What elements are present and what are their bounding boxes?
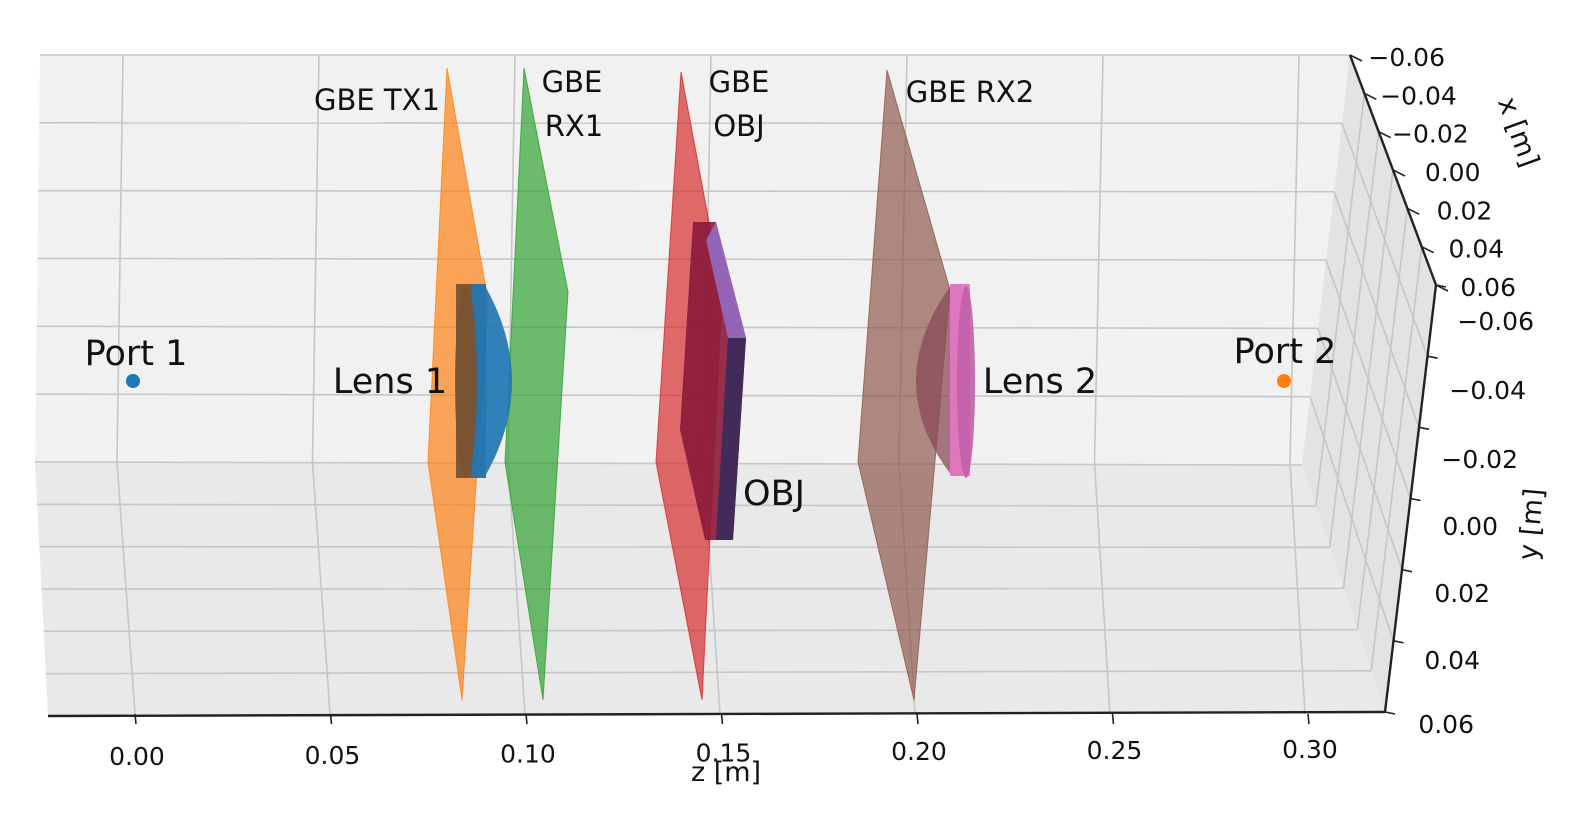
object-label: OBJ (743, 474, 805, 514)
plane-label: GBE TX1 (314, 83, 440, 117)
x-tick-mark (1421, 245, 1435, 254)
z-tick-mark (916, 713, 919, 725)
z-axis-label: z [m] (691, 757, 761, 788)
grid-line (1325, 259, 1412, 499)
port-marker (126, 374, 140, 388)
port-label: Port 1 (85, 334, 188, 374)
y-tick-label: −0.02 (1441, 445, 1518, 474)
z-tick-mark (525, 713, 528, 725)
y-tick-label: 0.00 (1442, 512, 1498, 541)
grid-line (1093, 54, 1111, 715)
z-tick-mark (1111, 713, 1115, 725)
y-tick-label: 0.02 (1434, 579, 1490, 608)
y-tick-mark (1410, 497, 1421, 502)
obj-box-top (706, 222, 746, 338)
y-tick-label: −0.04 (1449, 376, 1526, 405)
x-tick-label: 0.02 (1437, 196, 1493, 225)
y-tick-mark (1418, 426, 1430, 431)
x-tick-mark (1349, 54, 1363, 62)
grid-line (45, 670, 1372, 675)
x-tick-label: −0.02 (1392, 120, 1469, 149)
lens-1-surface (472, 284, 512, 478)
y-tick-label: 0.04 (1424, 646, 1480, 675)
axis-ticks: 0.00 0.05 0.10 0.15 0.20 0.25 0.30 z [m] −0.06 −0… (109, 43, 1550, 788)
port-label: Port 2 (1234, 332, 1337, 372)
x-tick-label: 0.06 (1460, 273, 1516, 302)
grid-line (1289, 54, 1306, 715)
y-tick-mark (1435, 284, 1447, 288)
z-tick-label: 0.10 (500, 740, 556, 769)
plane-label: GBE RX2 (906, 75, 1034, 109)
object-label: Lens 2 (983, 362, 1097, 402)
x-tick-mark (1392, 169, 1406, 177)
plane-label: GBE (542, 65, 603, 99)
x-tick-mark (1378, 130, 1392, 139)
grid-line (1317, 328, 1403, 570)
lens-1-face (455, 286, 477, 478)
y-tick-mark (1401, 568, 1413, 573)
plane-label: GBE (709, 65, 770, 99)
gbe-plane (857, 69, 951, 701)
y-tick-mark (1393, 640, 1404, 644)
y-tick-mark (1427, 355, 1438, 359)
z-tick-label: 0.15 (696, 738, 752, 767)
x-tick-label: −0.06 (1368, 43, 1445, 72)
x-tick-mark (1363, 92, 1377, 101)
z-tick-mark (329, 713, 333, 725)
grid-line (1309, 396, 1395, 642)
z-axis-line (47, 710, 1386, 718)
scene-labels: Port 1 Port 2 Lens 1 OBJ Lens 2 GBE TX1 GBE RX1… (85, 65, 1337, 514)
lens-2-face (957, 286, 975, 478)
port-marker (1277, 374, 1291, 388)
gbe-plane (504, 67, 569, 701)
z-tick-label: 0.00 (109, 742, 165, 771)
z-tick-mark (1307, 713, 1310, 725)
grid-line (116, 54, 136, 715)
plane-label: OBJ (713, 109, 764, 143)
object-label: Lens 1 (333, 362, 447, 402)
plane-label: RX1 (545, 109, 603, 143)
z-tick-label: 0.20 (891, 737, 947, 766)
grid-line (1341, 123, 1429, 357)
y-axis-label: y [m] (1513, 487, 1550, 561)
x-tick-label: −0.04 (1380, 81, 1457, 110)
x-axis-label: x [m] (1491, 93, 1545, 171)
x-tick-label: 0.04 (1448, 235, 1504, 264)
grid-line (311, 54, 331, 715)
z-tick-label: 0.05 (305, 741, 361, 770)
scene-objects (126, 67, 1291, 701)
z-tick-label: 0.30 (1282, 735, 1338, 764)
z-tick-mark (134, 713, 137, 725)
z-tick-mark (720, 713, 724, 725)
grid-line (1333, 191, 1420, 428)
x-tick-label: 0.00 (1425, 158, 1481, 187)
obj-box-side (716, 338, 746, 540)
y-tick-mark (1384, 711, 1396, 715)
x-tick-mark (1406, 207, 1420, 216)
y-tick-label: 0.06 (1418, 710, 1474, 739)
z-tick-label: 0.25 (1087, 736, 1143, 765)
y-tick-label: −0.06 (1457, 307, 1534, 336)
